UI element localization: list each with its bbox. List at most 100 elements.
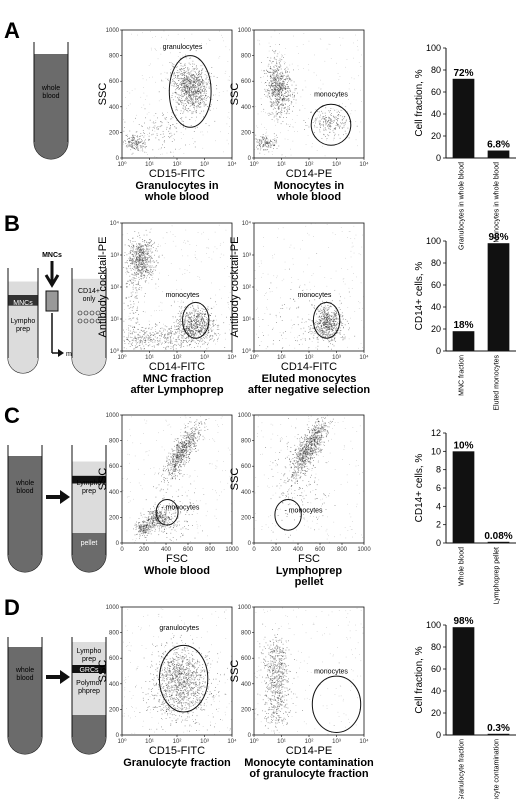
event-dot: [318, 87, 320, 89]
event-dot: [198, 75, 200, 77]
event-dot: [157, 344, 159, 346]
event-dot: [133, 143, 135, 144]
event-dot: [178, 78, 180, 79]
event-dot: [267, 57, 269, 58]
event-dot: [130, 252, 131, 254]
event-dot: [280, 75, 282, 77]
event-dot: [263, 144, 264, 146]
event-dot: [178, 94, 180, 95]
event-dot: [139, 249, 140, 251]
event-dot: [153, 115, 155, 117]
event-dot: [145, 139, 146, 141]
event-dot: [282, 80, 284, 82]
event-dot: [321, 305, 322, 307]
event-dot: [137, 266, 138, 268]
event-dot: [171, 116, 172, 117]
event-dot: [290, 91, 291, 92]
event-dot: [194, 328, 196, 330]
event-dot: [176, 78, 178, 79]
event-dot: [231, 153, 233, 154]
event-dot: [136, 141, 137, 142]
event-dot: [178, 149, 180, 150]
event-dot: [162, 291, 163, 293]
event-dot: [348, 88, 350, 90]
event-dot: [273, 148, 274, 149]
event-dot: [186, 100, 188, 102]
event-dot: [207, 342, 209, 344]
event-dot: [289, 95, 291, 96]
event-dot: [184, 88, 186, 90]
event-dot: [151, 122, 153, 124]
event-dot: [158, 128, 159, 130]
event-dot: [142, 246, 144, 248]
event-dot: [216, 85, 217, 86]
event-dot: [128, 142, 130, 144]
event-dot: [287, 76, 289, 78]
event-dot: [187, 102, 189, 103]
event-dot: [190, 322, 192, 324]
event-dot: [189, 102, 191, 104]
event-dot: [192, 321, 193, 322]
event-dot: [124, 309, 125, 310]
event-dot: [155, 248, 157, 250]
event-dot: [267, 113, 268, 115]
event-dot: [177, 75, 179, 77]
event-dot: [147, 267, 149, 269]
event-dot: [180, 62, 182, 64]
event-dot: [131, 333, 133, 335]
event-dot: [278, 70, 279, 71]
event-dot: [146, 262, 148, 264]
event-dot: [144, 340, 146, 341]
event-dot: [141, 135, 143, 136]
event-dot: [194, 141, 196, 143]
event-dot: [209, 324, 211, 326]
event-dot: [269, 60, 270, 62]
event-dot: [183, 91, 184, 92]
event-dot: [361, 101, 362, 102]
event-dot: [143, 334, 144, 335]
event-dot: [335, 323, 337, 325]
event-dot: [151, 134, 153, 136]
event-dot: [144, 265, 146, 267]
event-dot: [136, 140, 138, 141]
event-dot: [199, 79, 201, 80]
event-dot: [197, 310, 199, 312]
event-dot: [137, 266, 139, 268]
event-dot: [137, 257, 139, 259]
event-dot: [173, 345, 174, 346]
event-dot: [188, 93, 189, 95]
event-dot: [147, 134, 148, 135]
event-dot: [325, 328, 327, 330]
event-dot: [144, 259, 146, 261]
event-dot: [140, 278, 142, 279]
event-dot: [330, 110, 331, 111]
event-dot: [186, 328, 187, 329]
event-dot: [181, 324, 183, 325]
event-dot: [267, 70, 268, 72]
event-dot: [281, 78, 283, 79]
event-dot: [290, 124, 291, 126]
event-dot: [136, 145, 138, 147]
event-dot: [326, 301, 328, 303]
event-dot: [144, 311, 146, 313]
event-dot: [187, 77, 189, 79]
event-dot: [136, 274, 138, 275]
event-dot: [158, 343, 160, 345]
event-dot: [318, 114, 319, 116]
event-dot: [292, 93, 293, 95]
event-dot: [198, 79, 199, 81]
event-dot: [162, 334, 163, 335]
event-dot: [148, 139, 149, 140]
event-dot: [280, 60, 281, 62]
event-dot: [264, 141, 266, 142]
event-dot: [147, 339, 149, 341]
event-dot: [175, 75, 176, 77]
x-axis-title: CD14-PE: [286, 168, 332, 180]
event-dot: [324, 324, 326, 326]
event-dot: [283, 88, 285, 89]
event-dot: [164, 71, 166, 73]
event-dot: [272, 61, 273, 62]
event-dot: [276, 94, 277, 96]
event-dot: [159, 331, 161, 332]
event-dot: [170, 337, 171, 339]
